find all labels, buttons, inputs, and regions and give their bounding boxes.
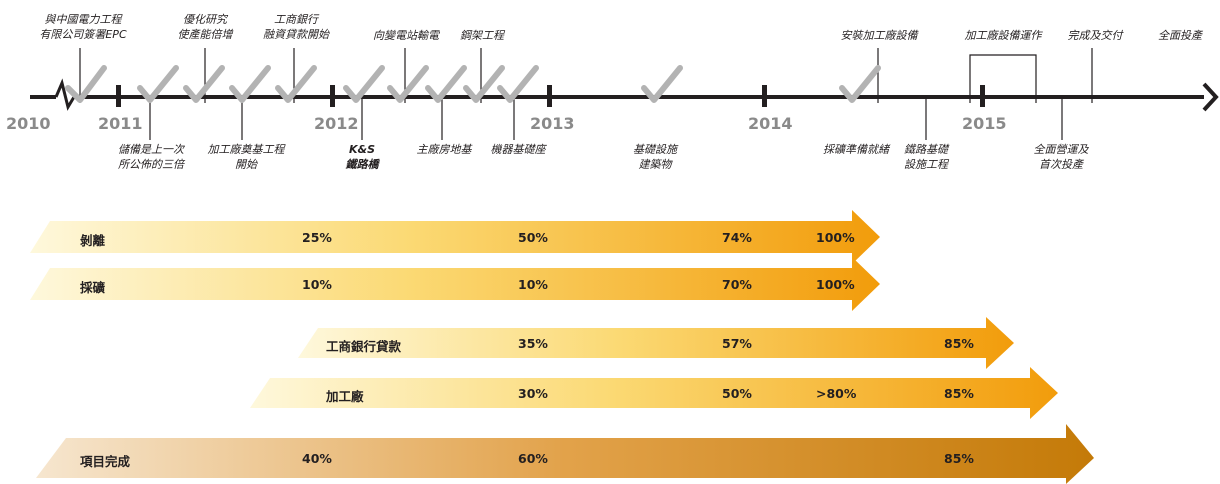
check-marks [65,65,881,103]
milestone-label: 加工廠奠基工程 開始 [207,143,285,171]
check-icon [463,65,505,103]
year-label: 2014 [748,114,793,133]
milestone-label: 加工廠設備運作 [964,29,1042,42]
milestone-label: 基礎設施 建築物 [633,143,677,171]
progress-value: >80% [816,386,857,401]
milestone-label: 主廠房地基 [416,143,472,156]
check-icon [343,65,385,103]
milestone-label: 儲備是上一次 所公佈的三倍 [118,143,184,171]
check-icon [425,65,467,103]
progress-label: 剝離 [80,233,106,248]
axis-break-icon [54,78,76,111]
milestone-label: 工商銀行 融資貸款開始 [263,13,329,41]
milestone-lines-above [79,48,1093,103]
milestone-label: 全面營運及 首次投產 [1033,143,1089,171]
progress-value: 100% [816,230,855,245]
milestone-label: 向變電站輸電 [373,29,439,42]
progress-value: 85% [944,336,974,351]
arrow-shape [30,210,880,264]
progress-value: 10% [302,277,332,292]
milestone-label: 鋼架工程 [460,29,504,42]
arrow-shape [250,367,1058,419]
year-label: 2015 [962,114,1007,133]
milestone-label: 完成及交付 [1067,29,1123,42]
progress-value: 100% [816,277,855,292]
progress-value: 70% [722,277,752,292]
check-icon [229,65,271,103]
arrow-shape [298,317,1014,369]
progress-value: 85% [944,451,974,466]
milestone-label: 優化研究 使產能倍增 [177,13,233,41]
milestone-label: 機器基礎座 [490,143,546,156]
milestone-lines-below [149,97,1063,140]
progress-value: 60% [518,451,548,466]
check-icon [275,65,317,103]
year-label: 2010 [6,114,51,133]
progress-label: 工商銀行貸款 [326,339,402,354]
progress-label: 加工廠 [326,389,364,404]
progress-value: 74% [722,230,752,245]
progress-value: 57% [722,336,752,351]
progress-value: 50% [518,230,548,245]
progress-value: 10% [518,277,548,292]
milestone-label: K&S 鐵路橋 [345,143,379,171]
milestone-label: 鐵路基礎 設施工程 [904,143,948,171]
year-label: 2013 [530,114,575,133]
check-icon [137,65,179,103]
check-icon [183,65,225,103]
progress-value: 25% [302,230,332,245]
arrow-shape [36,424,1094,484]
milestone-label: 安裝加工廠設備 [840,29,918,42]
axis-arrow-icon [1202,82,1219,112]
milestone-label: 與中國電力工程 有限公司簽署EPC [39,13,127,41]
progress-label: 採礦 [80,280,106,295]
year-label: 2011 [98,114,143,133]
progress-value: 50% [722,386,752,401]
progress-arrows [30,210,1094,484]
arrow-shape [30,257,880,311]
progress-value: 40% [302,451,332,466]
progress-value: 30% [518,386,548,401]
year-ticks [116,85,985,107]
check-icon [65,65,107,103]
check-icon [839,65,881,103]
check-icon [641,65,683,103]
check-icon [497,65,539,103]
progress-label: 項目完成 [80,454,131,469]
timeline-axis [30,78,1219,112]
year-label: 2012 [314,114,359,133]
check-icon [387,65,429,103]
milestone-label: 全面投產 [1158,29,1202,42]
progress-value: 35% [518,336,548,351]
milestone-label: 採礦準備就緒 [823,143,889,156]
progress-value: 85% [944,386,974,401]
